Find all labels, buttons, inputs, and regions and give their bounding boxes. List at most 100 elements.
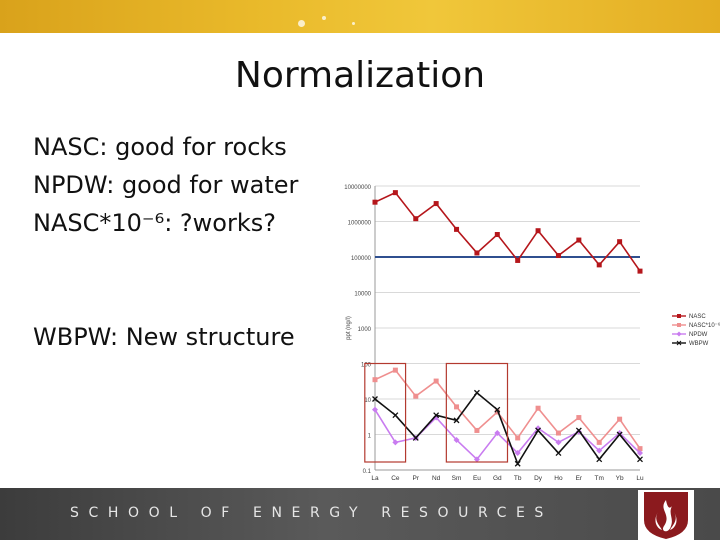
data-point bbox=[596, 262, 602, 268]
bullet-nasc-scaled: NASC*10⁻⁶: ?works? bbox=[33, 209, 276, 237]
y-tick-label: 10000 bbox=[354, 292, 371, 298]
data-point bbox=[576, 237, 582, 243]
data-point bbox=[453, 417, 460, 424]
x-tick-label: Lu bbox=[636, 475, 644, 482]
x-tick-label: Dy bbox=[534, 475, 543, 482]
legend-marker bbox=[677, 323, 681, 327]
legend-label: NPDW bbox=[689, 332, 708, 338]
y-tick-label: 0.1 bbox=[363, 469, 372, 475]
data-point bbox=[555, 450, 562, 457]
data-point bbox=[372, 199, 378, 205]
data-point bbox=[535, 228, 541, 234]
data-point bbox=[494, 409, 500, 415]
highlight-box bbox=[364, 362, 407, 463]
data-point bbox=[514, 460, 521, 467]
data-point bbox=[637, 456, 643, 463]
y-tick-label: 10 bbox=[364, 398, 371, 404]
x-tick-label: Yb bbox=[616, 475, 624, 482]
x-tick-label: Pr bbox=[413, 475, 420, 482]
footer-text: SCHOOL OF ENERGY RESOURCES bbox=[70, 505, 553, 521]
data-point bbox=[494, 406, 501, 413]
bullet-list: NASC: good for rocks NPDW: good for wate… bbox=[33, 128, 298, 356]
y-tick-label: 10000000 bbox=[344, 185, 371, 191]
data-point bbox=[412, 434, 419, 441]
data-point bbox=[596, 439, 602, 445]
x-tick-label: Gd bbox=[493, 475, 502, 482]
data-point bbox=[392, 367, 398, 373]
x-tick-label: La bbox=[371, 475, 379, 482]
y-tick-label: 100 bbox=[361, 363, 372, 369]
legend-marker bbox=[677, 314, 681, 318]
x-tick-label: Tm bbox=[595, 475, 604, 482]
data-point bbox=[555, 439, 562, 446]
legend-label: WBPW bbox=[689, 341, 709, 347]
data-point bbox=[413, 393, 419, 399]
y-tick-label: 1 bbox=[368, 434, 372, 440]
data-point bbox=[617, 239, 623, 245]
data-point bbox=[413, 216, 419, 222]
header-band bbox=[0, 0, 720, 33]
legend-marker bbox=[676, 331, 682, 337]
data-point bbox=[474, 250, 480, 256]
data-point bbox=[555, 253, 561, 259]
data-point bbox=[372, 396, 378, 402]
university-logo bbox=[638, 490, 694, 540]
data-point bbox=[555, 430, 561, 436]
slide-title: Normalization bbox=[234, 55, 486, 96]
y-tick-label: 1000000 bbox=[348, 221, 372, 227]
y-axis-label: ppt (ng/l) bbox=[346, 316, 352, 340]
bullet-npdw: NPDW: good for water bbox=[33, 171, 299, 199]
data-point bbox=[616, 430, 623, 437]
flame-logo-icon bbox=[644, 492, 688, 539]
footer-band: SCHOOL OF ENERGY RESOURCES bbox=[0, 488, 720, 540]
x-tick-label: Tb bbox=[514, 475, 522, 482]
data-point bbox=[637, 268, 643, 274]
sparkle-decoration bbox=[298, 20, 305, 27]
data-point bbox=[392, 190, 398, 196]
data-point bbox=[514, 450, 521, 457]
data-point bbox=[372, 377, 378, 383]
data-point bbox=[515, 257, 521, 263]
data-point bbox=[433, 378, 439, 384]
data-point bbox=[575, 427, 582, 434]
data-point bbox=[494, 232, 500, 238]
data-point bbox=[616, 431, 623, 438]
data-point bbox=[372, 406, 378, 413]
ree-line-chart: 0.1 1 10 100 1000 10000 100000 1000000 10000000 p… bbox=[344, 185, 720, 482]
data-point bbox=[494, 430, 501, 437]
data-point bbox=[453, 436, 460, 443]
data-point bbox=[392, 412, 399, 419]
data-point bbox=[433, 412, 440, 419]
y-tick-label: 100000 bbox=[351, 256, 372, 262]
sparkle-decoration bbox=[352, 22, 355, 25]
data-point bbox=[473, 456, 480, 463]
bullet-wbpw: WBPW: New structure bbox=[33, 323, 295, 351]
data-point bbox=[473, 389, 480, 396]
data-point bbox=[535, 405, 541, 411]
data-point bbox=[637, 446, 643, 452]
data-point bbox=[617, 416, 623, 422]
x-tick-label: Er bbox=[576, 475, 583, 482]
x-tick-label: Nd bbox=[432, 475, 441, 482]
bullet-nasc: NASC: good for rocks bbox=[33, 133, 287, 161]
data-point bbox=[474, 427, 480, 433]
x-tick-label: Eu bbox=[473, 475, 481, 482]
legend-marker bbox=[676, 340, 682, 346]
x-tick-label: Ho bbox=[554, 475, 563, 482]
legend-label: NASC*10⁻⁶ bbox=[689, 322, 720, 329]
x-tick-label: Sm bbox=[452, 475, 462, 482]
data-point bbox=[433, 201, 439, 207]
data-point bbox=[596, 456, 603, 463]
sparkle-decoration bbox=[322, 16, 326, 20]
data-point bbox=[637, 450, 643, 457]
data-point bbox=[515, 435, 521, 441]
x-tick-label: Ce bbox=[391, 475, 400, 482]
data-point bbox=[596, 447, 603, 454]
data-point bbox=[535, 427, 542, 434]
data-point bbox=[392, 439, 399, 446]
y-tick-label: 1000 bbox=[358, 327, 372, 333]
data-point bbox=[454, 226, 460, 232]
data-point bbox=[454, 404, 460, 410]
legend-label: NASC bbox=[689, 314, 706, 320]
highlight-box bbox=[445, 362, 509, 463]
